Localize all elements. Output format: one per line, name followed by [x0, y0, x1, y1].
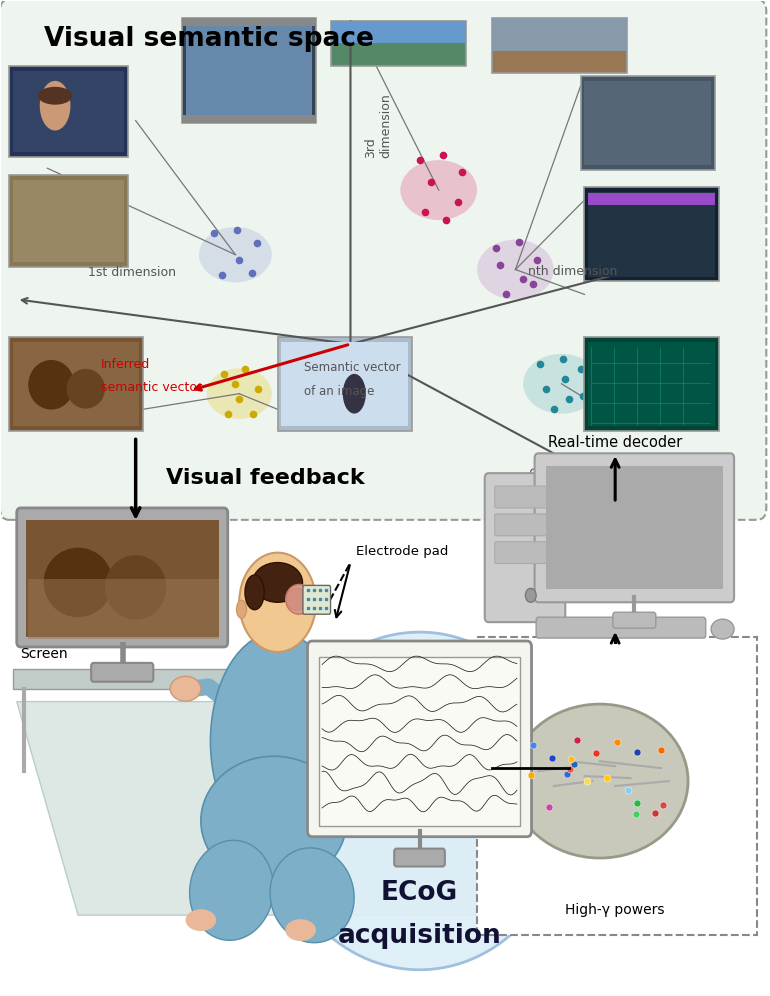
Ellipse shape	[40, 81, 70, 130]
FancyBboxPatch shape	[263, 615, 293, 649]
FancyBboxPatch shape	[319, 657, 520, 826]
FancyBboxPatch shape	[182, 115, 316, 123]
FancyBboxPatch shape	[278, 337, 412, 431]
Text: Visual feedback: Visual feedback	[166, 468, 365, 488]
Text: Visual semantic space: Visual semantic space	[44, 26, 373, 52]
FancyBboxPatch shape	[307, 641, 531, 837]
FancyBboxPatch shape	[492, 18, 627, 73]
Ellipse shape	[186, 909, 216, 931]
Ellipse shape	[362, 676, 393, 701]
FancyBboxPatch shape	[182, 18, 316, 123]
Ellipse shape	[170, 676, 201, 701]
Ellipse shape	[523, 354, 600, 413]
Text: 2nd
dimension: 2nd dimension	[526, 450, 597, 499]
FancyBboxPatch shape	[588, 193, 715, 205]
FancyBboxPatch shape	[546, 466, 722, 590]
FancyBboxPatch shape	[303, 586, 330, 615]
Text: nth dimension: nth dimension	[528, 265, 618, 278]
Ellipse shape	[253, 563, 303, 603]
FancyBboxPatch shape	[26, 520, 219, 637]
Polygon shape	[17, 701, 538, 915]
Text: Electrode pad: Electrode pad	[356, 545, 448, 558]
Ellipse shape	[28, 360, 74, 409]
FancyBboxPatch shape	[494, 486, 555, 508]
FancyBboxPatch shape	[581, 76, 715, 170]
Text: Real-time decoder: Real-time decoder	[548, 435, 682, 450]
Ellipse shape	[511, 704, 688, 858]
FancyBboxPatch shape	[494, 542, 555, 564]
Text: Semantic vector: Semantic vector	[304, 361, 401, 374]
Ellipse shape	[343, 374, 366, 413]
Circle shape	[525, 589, 536, 603]
Ellipse shape	[206, 369, 272, 419]
FancyBboxPatch shape	[13, 71, 124, 152]
Text: acquisition: acquisition	[338, 923, 501, 949]
FancyBboxPatch shape	[0, 0, 766, 520]
FancyBboxPatch shape	[9, 66, 128, 157]
Ellipse shape	[201, 756, 346, 885]
FancyBboxPatch shape	[331, 21, 466, 66]
Ellipse shape	[286, 589, 307, 611]
Ellipse shape	[286, 585, 313, 615]
Ellipse shape	[711, 620, 734, 639]
FancyBboxPatch shape	[13, 180, 124, 262]
FancyBboxPatch shape	[9, 337, 143, 431]
Ellipse shape	[477, 240, 554, 300]
Ellipse shape	[105, 555, 166, 620]
FancyBboxPatch shape	[534, 453, 734, 603]
Ellipse shape	[245, 575, 264, 610]
Text: ECoG: ECoG	[381, 880, 458, 906]
Text: High-γ powers: High-γ powers	[565, 903, 665, 917]
Ellipse shape	[210, 632, 345, 851]
FancyBboxPatch shape	[584, 81, 711, 165]
Ellipse shape	[199, 227, 272, 282]
Text: 3rd
dimension: 3rd dimension	[364, 94, 392, 158]
FancyBboxPatch shape	[28, 580, 219, 639]
Text: Inferred: Inferred	[101, 358, 150, 371]
FancyBboxPatch shape	[584, 187, 718, 282]
Ellipse shape	[236, 601, 246, 619]
FancyBboxPatch shape	[477, 637, 757, 935]
Ellipse shape	[189, 841, 273, 940]
FancyBboxPatch shape	[584, 337, 718, 431]
FancyBboxPatch shape	[588, 342, 715, 426]
Ellipse shape	[400, 160, 477, 220]
Ellipse shape	[44, 548, 112, 618]
FancyBboxPatch shape	[13, 342, 139, 426]
FancyBboxPatch shape	[17, 508, 228, 647]
Ellipse shape	[38, 87, 72, 105]
Ellipse shape	[285, 919, 316, 941]
Text: semantic vector: semantic vector	[101, 380, 203, 393]
FancyBboxPatch shape	[394, 849, 445, 867]
FancyBboxPatch shape	[331, 21, 466, 43]
Text: Screen: Screen	[21, 647, 69, 661]
Ellipse shape	[270, 848, 354, 942]
Ellipse shape	[66, 369, 105, 408]
FancyBboxPatch shape	[281, 342, 408, 426]
FancyBboxPatch shape	[9, 175, 128, 267]
FancyBboxPatch shape	[588, 192, 715, 277]
Text: 1st dimension: 1st dimension	[88, 266, 176, 279]
Ellipse shape	[270, 632, 569, 970]
Circle shape	[239, 553, 316, 652]
FancyBboxPatch shape	[485, 473, 565, 622]
FancyBboxPatch shape	[182, 18, 316, 26]
FancyBboxPatch shape	[536, 618, 705, 638]
FancyBboxPatch shape	[91, 663, 153, 681]
FancyBboxPatch shape	[186, 23, 312, 118]
FancyBboxPatch shape	[2, 508, 768, 995]
Text: of an image: of an image	[304, 384, 375, 397]
FancyBboxPatch shape	[494, 514, 555, 536]
FancyBboxPatch shape	[492, 18, 627, 51]
FancyBboxPatch shape	[13, 669, 466, 688]
FancyBboxPatch shape	[613, 613, 656, 628]
